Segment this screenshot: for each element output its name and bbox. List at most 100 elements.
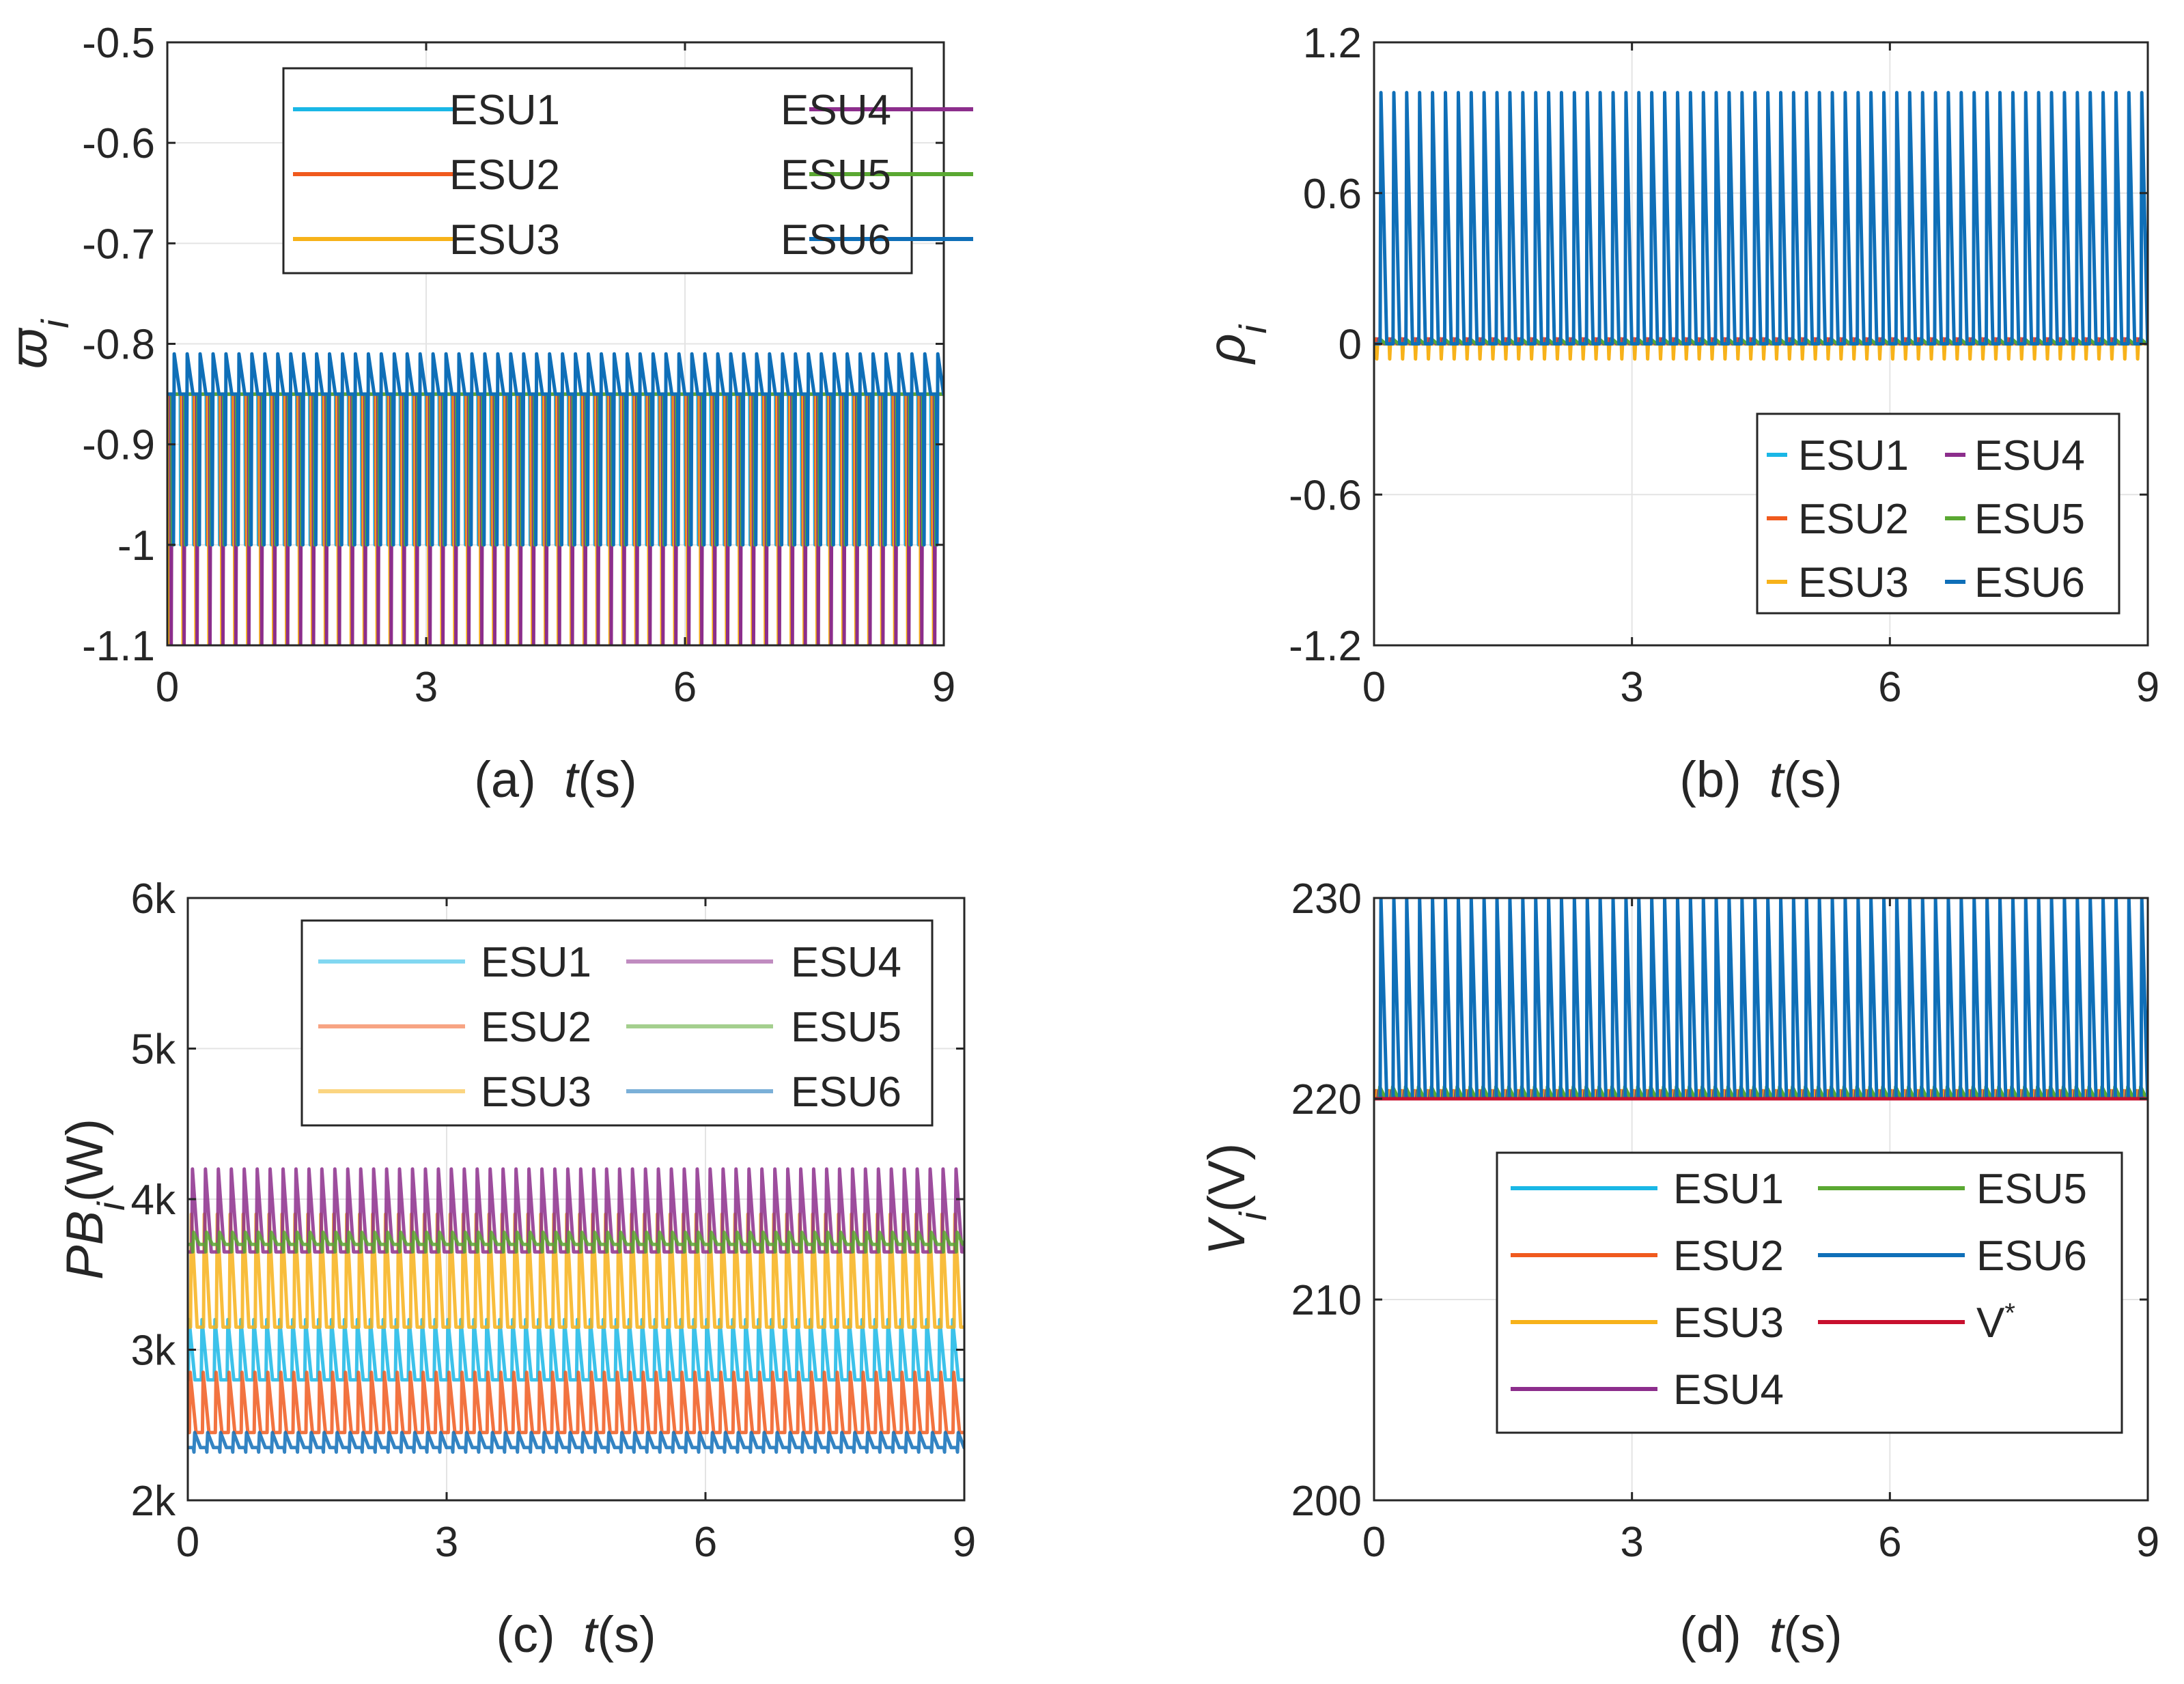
legend-label: ESU2: [449, 152, 560, 199]
legend-label-main: V: [1976, 1300, 2005, 1347]
y-tick-label: -1: [117, 522, 155, 570]
legend-label: ESU1: [1673, 1166, 1784, 1213]
legend-box: [1496, 1151, 2123, 1434]
y-tick-label: -0.5: [82, 20, 155, 67]
legend-label: ESU2: [1798, 496, 1909, 543]
legend-label-superscript: *: [2004, 1298, 2015, 1328]
caption-unit: (s): [1783, 1606, 1842, 1663]
y-label-subscript: i: [33, 319, 76, 328]
x-tick-label: 3: [435, 1519, 458, 1566]
y-label-symbol: ϖ: [0, 327, 58, 369]
panel-caption: (b) t(s): [1679, 751, 1842, 808]
caption-prefix: (b): [1679, 751, 1769, 808]
legend-label: V*: [1976, 1298, 2015, 1347]
legend-label: ESU6: [1976, 1233, 2087, 1280]
series-group: [1374, 91, 2148, 361]
legend-label: ESU6: [781, 216, 891, 264]
legend-label: ESU1: [481, 939, 591, 986]
y-tick-label: 0: [1339, 322, 1362, 369]
legend-label: ESU4: [791, 939, 901, 986]
legend-label: ESU3: [481, 1069, 591, 1116]
x-tick-label: 3: [415, 664, 438, 711]
legend: ESU1 ESU2 ESU3 ESU4 ESU5 ESU6: [282, 67, 973, 275]
y-axis-label: ρi: [1198, 324, 1274, 365]
legend-label: ESU4: [781, 87, 891, 134]
y-label-subscript: i: [1231, 324, 1274, 333]
x-tick-label: 0: [1362, 664, 1386, 711]
legend-label: ESU6: [791, 1069, 901, 1116]
x-tick-label: 9: [2136, 1519, 2159, 1566]
y-tick-label: 3k: [131, 1328, 176, 1375]
series-line-esu2: [188, 1371, 964, 1435]
chart-panel-a: 0 3 6 9 -0.5 -0.6 -0.7 -0.8 -0.9 -1 -1.1 (a) t(s) ϖi…: [0, 20, 973, 808]
x-tick-label: 0: [176, 1519, 199, 1566]
x-tick-label: 9: [953, 1519, 976, 1566]
y-tick-label: -0.6: [82, 120, 155, 167]
series-line-esu5: [188, 1231, 964, 1254]
x-tick-label: 9: [2136, 664, 2159, 711]
caption-prefix: (d): [1679, 1606, 1769, 1663]
legend-label: ESU1: [1798, 432, 1909, 479]
caption-variable: t: [564, 751, 580, 808]
chart-panel-b: 0 3 6 9 1.2 0.6 0 -0.6 -1.2 (b) t(s) ρi ESU1 ESU2 ESU…: [1198, 20, 2159, 808]
legend-label: ESU6: [1974, 559, 2085, 606]
y-tick-label: 5k: [131, 1026, 176, 1073]
legend-label: ESU1: [449, 87, 560, 134]
caption-prefix: (a): [474, 751, 564, 808]
caption-unit: (s): [578, 751, 636, 808]
series-line-esu6: [188, 1431, 964, 1454]
legend-label: ESU2: [1673, 1233, 1784, 1280]
y-tick-label: -0.7: [82, 221, 155, 268]
panel-caption: (d) t(s): [1679, 1606, 1842, 1663]
y-tick-label: 220: [1291, 1076, 1362, 1123]
y-label-symbol: V: [1198, 1216, 1256, 1255]
legend-label: ESU3: [1673, 1300, 1784, 1347]
legend-label: ESU3: [1798, 559, 1909, 606]
series-line-esu6: [1374, 91, 2148, 346]
y-axis-label: PBi(W): [56, 1119, 132, 1280]
x-tick-label: 6: [1878, 664, 1901, 711]
legend-label: ESU4: [1974, 432, 2085, 479]
caption-unit: (s): [597, 1606, 656, 1663]
y-tick-label: 2k: [131, 1478, 176, 1525]
caption-unit: (s): [1783, 751, 1842, 808]
legend-label: ESU5: [791, 1004, 901, 1051]
y-axis-label: Vi(V): [1198, 1143, 1274, 1255]
y-tick-label: -1.2: [1289, 623, 1362, 670]
series-line-esu1: [188, 1317, 964, 1382]
y-label-symbol: ρ: [1198, 333, 1256, 365]
x-tick-label: 9: [932, 664, 955, 711]
legend: ESU1 ESU2 ESU3 ESU4 ESU5 ESU6 V*: [1496, 1151, 2123, 1434]
x-tick-label: 0: [1362, 1519, 1386, 1566]
caption-variable: t: [1769, 1606, 1786, 1663]
y-tick-label: 210: [1291, 1277, 1362, 1324]
y-tick-label: 230: [1291, 875, 1362, 923]
panel-caption: (a) t(s): [474, 751, 636, 808]
legend-label: ESU2: [481, 1004, 591, 1051]
x-tick-label: 6: [694, 1519, 717, 1566]
chart-panel-c: 0 3 6 9 6k 5k 4k 3k 2k (c) t(s) PBi(W) ESU1 ESU2 ESU3…: [56, 875, 976, 1663]
series-group: [1374, 898, 2148, 1101]
y-label-subscript: i: [89, 1201, 132, 1211]
series-line-esu2: [167, 392, 944, 547]
y-label-unit: (W): [56, 1119, 114, 1202]
y-tick-label: 0.6: [1303, 171, 1362, 218]
legend: ESU1 ESU2 ESU3 ESU4 ESU5 ESU6: [300, 919, 934, 1127]
y-label-symbol: PB: [56, 1211, 114, 1280]
y-tick-label: 6k: [131, 875, 176, 923]
legend-label: ESU5: [781, 152, 891, 199]
x-tick-label: 3: [1620, 664, 1643, 711]
x-tick-label: 0: [156, 664, 179, 711]
y-tick-label: -0.6: [1289, 472, 1362, 519]
legend-label: ESU3: [449, 216, 560, 264]
x-tick-label: 6: [673, 664, 697, 711]
y-tick-label: 200: [1291, 1478, 1362, 1525]
legend-box: [1756, 412, 2120, 615]
y-tick-label: 1.2: [1303, 20, 1362, 67]
series-line-esu6: [167, 352, 944, 547]
caption-variable: t: [583, 1606, 600, 1663]
series-line-esu3: [188, 1212, 964, 1329]
legend-label: ESU4: [1673, 1366, 1784, 1414]
